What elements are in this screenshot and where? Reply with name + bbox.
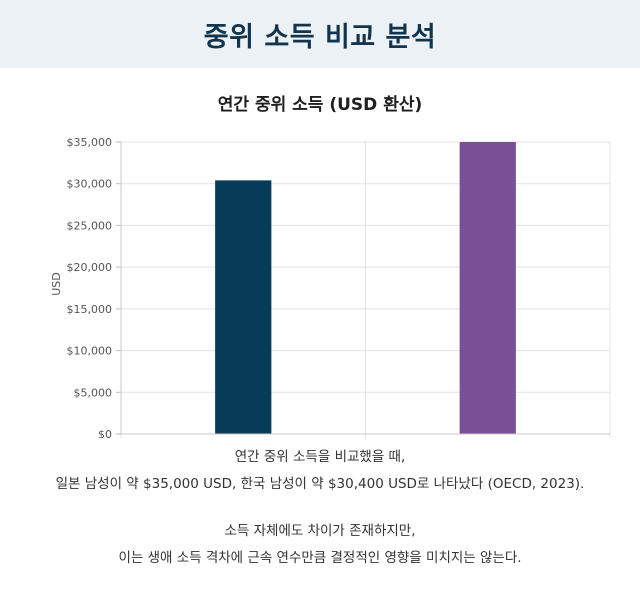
page-title: 중위 소득 비교 분석 <box>203 21 437 53</box>
y-axis-label: USD <box>50 272 63 296</box>
bar-layer <box>215 142 516 434</box>
bar-chart: $0 $5,000 $10,000 $15,000 $20,000 $25,000 $30,… <box>50 136 611 457</box>
y-tick-label: $35,000 <box>67 136 113 149</box>
chart-container: $0 $5,000 $10,000 $15,000 $20,000 $25,000 $30,… <box>0 118 640 457</box>
y-tick-label: $20,000 <box>67 261 113 274</box>
page-header: 중위 소득 비교 분석 <box>0 0 640 68</box>
bar-1 <box>215 180 272 434</box>
caption: 연간 중위 소득을 비교했을 때, 일본 남성이 약 $35,000 USD, … <box>0 444 640 572</box>
y-tick-label: $0 <box>98 428 112 438</box>
caption-line: 소득 자체에도 차이가 존재하지만, <box>224 523 416 539</box>
chart-title: 연간 중위 소득 (USD 환산) <box>217 95 423 115</box>
y-tick-label: $30,000 <box>67 178 113 191</box>
bar-2 <box>459 142 516 434</box>
grid-layer <box>120 141 611 439</box>
y-tick-label: $5,000 <box>74 386 113 399</box>
y-tick-label: $15,000 <box>67 303 113 316</box>
caption-line: 이는 생애 소득 격차에 근속 연수만큼 결정적인 영향을 미치지는 않는다. <box>118 550 522 566</box>
caption-line: 연간 중위 소득을 비교했을 때, <box>234 449 406 465</box>
caption-spacer <box>0 498 640 518</box>
y-tick-label: $25,000 <box>67 219 113 232</box>
caption-line: 일본 남성이 약 $35,000 USD, 한국 남성이 약 $30,400 U… <box>55 476 585 492</box>
y-tick-label: $10,000 <box>67 345 113 358</box>
